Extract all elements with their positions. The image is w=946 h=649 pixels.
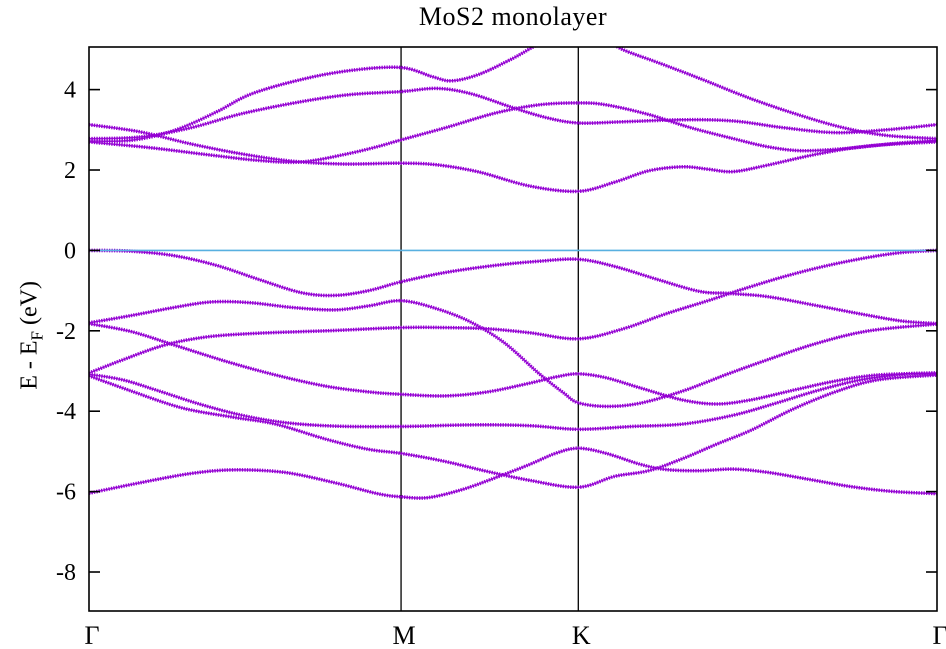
plot-border (88, 46, 938, 612)
band-06-valence-under (89, 299, 937, 408)
kpoint-label-3-Γ: Γ (932, 621, 946, 649)
band-11-conduction (89, 47, 937, 144)
ytick-label--2: -2 (56, 319, 76, 345)
band-07-valence-top-under (89, 249, 937, 325)
ytick-label--6: -6 (56, 480, 76, 506)
band-04-valence (89, 321, 937, 406)
band-07-valence-top (89, 248, 937, 326)
chart-title: MoS2 monolayer (418, 2, 608, 31)
kpoint-label-0-Γ: Γ (84, 621, 99, 649)
kpoint-label-2-K: K (572, 621, 591, 649)
band-06-valence (89, 298, 937, 409)
ytick-label-2: 2 (64, 158, 76, 184)
band-01-valence-under (89, 447, 937, 499)
band-05-valence (89, 248, 937, 375)
band-10-conduction (89, 86, 937, 141)
band-03-valence (89, 371, 937, 432)
ytick-label--8: -8 (56, 560, 76, 586)
kpoint-label-1-M: M (393, 621, 416, 649)
band-09-conduction (89, 101, 937, 165)
ytick-label-0: 0 (64, 238, 76, 264)
ytick-label--4: -4 (56, 399, 76, 425)
band-01-valence (89, 446, 937, 500)
band-08-conduction (89, 122, 937, 194)
ytick-label-4: 4 (64, 78, 76, 104)
band-08-conduction-under (89, 123, 937, 193)
band-02-valence (89, 373, 937, 490)
